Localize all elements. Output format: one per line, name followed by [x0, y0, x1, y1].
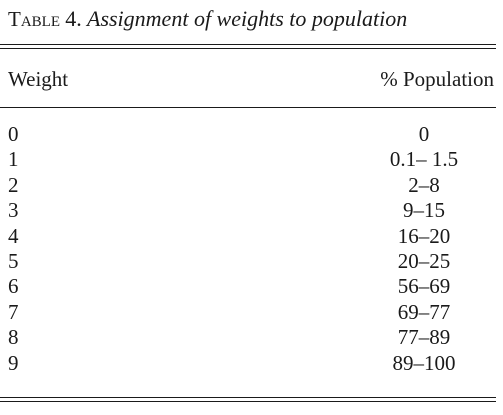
weight-cell: 4: [8, 223, 19, 248]
weight-cell: 0: [8, 122, 19, 146]
table-row: 5 20–25: [8, 249, 494, 274]
population-cell: 2–8: [408, 172, 440, 197]
table-row: 6 56–69: [8, 274, 494, 299]
header-population: % Population: [380, 67, 494, 91]
weight-cell: 9: [8, 350, 19, 375]
caption-title: Assignment of weights to population: [87, 6, 408, 31]
table-row: 7 69–77: [8, 300, 494, 325]
population-cell: 20–25: [397, 248, 451, 273]
table-row: 3 9–15: [8, 198, 494, 223]
population-cell: 0.1– 1.5: [389, 147, 459, 172]
top-rule-upper: [0, 44, 496, 45]
caption-number: 4.: [65, 6, 82, 31]
population-cell: 69–77: [397, 299, 451, 324]
weight-cell: 2: [8, 172, 19, 197]
weight-cell: 8: [8, 325, 19, 350]
table-header: Weight % Population: [8, 65, 494, 93]
population-cell: 0: [418, 122, 430, 146]
table-row: 1 0.1– 1.5: [8, 147, 494, 172]
weight-cell: 7: [8, 299, 19, 324]
caption-label: Table: [8, 7, 60, 31]
population-cell: 89–100: [392, 350, 456, 375]
weight-cell: 3: [8, 198, 19, 223]
bottom-rule-lower: [0, 401, 496, 402]
population-cell: 77–89: [397, 325, 451, 350]
weight-cell: 1: [8, 147, 19, 172]
header-weight: Weight: [8, 67, 69, 91]
table-row: 2 2–8: [8, 173, 494, 198]
population-cell: 16–20: [397, 223, 451, 248]
population-cell: 56–69: [397, 274, 451, 299]
header-rule: [0, 107, 496, 108]
table-body: 0 0 1 0.1– 1.5 2 2–8 3 9–15 4 16–20 5 20…: [8, 122, 494, 376]
table-row: 0 0: [8, 122, 494, 147]
table-row: 8 77–89: [8, 325, 494, 350]
bottom-rule-upper: [0, 397, 496, 398]
table-row: 9 89–100: [8, 351, 494, 376]
weight-cell: 6: [8, 274, 19, 299]
top-rule-lower: [0, 48, 496, 49]
population-cell: 9–15: [403, 198, 445, 223]
table-row: 4 16–20: [8, 224, 494, 249]
table-caption: Table 4. Assignment of weights to popula…: [8, 2, 407, 36]
weight-cell: 5: [8, 248, 19, 273]
